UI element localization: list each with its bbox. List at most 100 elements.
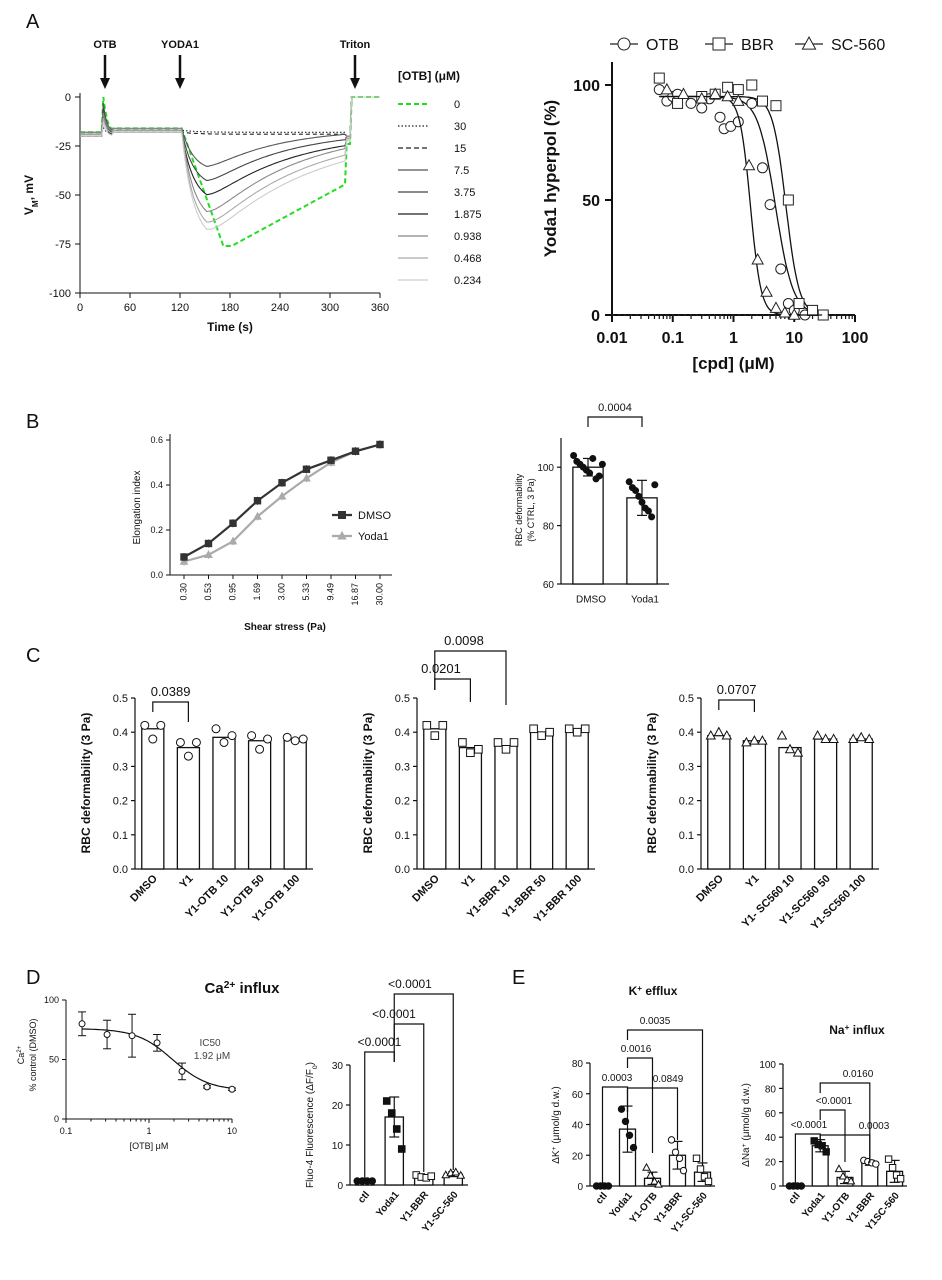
data-point (629, 1143, 638, 1152)
y-tick-label: 0.2 (150, 525, 163, 535)
data-point (692, 1154, 701, 1163)
data-point (219, 737, 229, 747)
y-tick-label: 0.5 (113, 693, 128, 705)
data-point (78, 1020, 86, 1028)
panel-label-e: E (512, 967, 525, 989)
y-axis-title: RBC deformability (3 Pa) (79, 713, 93, 854)
significance-bracket (434, 650, 507, 705)
y-tick-label: 0.0 (150, 570, 163, 580)
trace-line (80, 96, 380, 167)
data-point (545, 727, 554, 737)
legend-label: 30 (454, 121, 466, 133)
data-point (644, 507, 652, 515)
x-tick-label: Y1 (178, 873, 196, 891)
data-point (820, 733, 831, 743)
panel-label-d: D (26, 967, 40, 989)
data-point (255, 744, 265, 754)
y-tick-label: 0.2 (679, 796, 694, 808)
x-tick-label: 300 (321, 302, 339, 314)
x-tick-label: 1.69 (252, 583, 262, 601)
data-point (847, 733, 859, 743)
ic50-annotation-line2: 1.92 μM (194, 1051, 230, 1062)
data-point (846, 1176, 856, 1185)
x-tick-label: DMSO (410, 872, 442, 904)
y-tick-label: 40 (765, 1133, 777, 1144)
data-point (792, 747, 804, 757)
data-point (438, 721, 448, 730)
data-point (570, 452, 578, 460)
y-tick-label: 0 (577, 1182, 583, 1193)
x-tick-label: 100 (842, 330, 869, 347)
data-point (351, 447, 360, 455)
x-axis-title: [cpd] (μM) (692, 354, 774, 373)
annotation-arrow-head (175, 78, 185, 89)
significance-label: 0.0201 (421, 661, 461, 676)
y-tick-label: -100 (49, 288, 71, 300)
chart-a-dose-response: 0 50 100 0.01 0.1 1 10 100 [cpd] (μM) Yoda1 hyper… (541, 36, 885, 373)
data-point (537, 731, 546, 740)
significance-label: 0.0160 (843, 1069, 874, 1080)
legend-marker (337, 530, 347, 540)
data-point (598, 460, 606, 468)
significance-bracket (718, 699, 756, 712)
data-point (769, 301, 783, 313)
data-point (757, 735, 768, 745)
significance-bracket (152, 701, 189, 722)
bar (212, 736, 236, 870)
data-point (713, 726, 725, 737)
significance-bracket (393, 993, 454, 1170)
x-axis-title: Time (s) (207, 320, 253, 334)
data-point (685, 97, 697, 109)
chart-title: Ca2+ influx (205, 980, 281, 998)
x-tick-label: Y1 (744, 873, 762, 891)
significance-bracket (626, 1029, 704, 1166)
significance-label: <0.0001 (388, 977, 432, 991)
data-point (392, 1125, 401, 1133)
data-point (191, 737, 201, 747)
data-point (675, 1154, 684, 1163)
data-point (376, 440, 384, 449)
data-point (253, 511, 262, 520)
chart-b-elongation: 0.0 0.2 0.4 0.6 0.30 0.53 0.95 1.69 3.00 5.33 9.49… (132, 434, 392, 633)
chart-e-na: 020406080100ctlYoda1Y1-OTBY1-BBRY1SC-560… (741, 1023, 907, 1233)
trace-line (80, 96, 380, 223)
y-tick-label: 0.3 (679, 761, 694, 773)
chart-title: Na+ influx (829, 1023, 885, 1038)
y-tick-label: 0.0 (395, 864, 410, 876)
panel-label-a: A (26, 11, 40, 33)
data-point (493, 738, 503, 747)
y-tick-label: 100 (759, 1060, 776, 1071)
trace-line (80, 96, 380, 182)
data-point (653, 72, 665, 84)
data-point (430, 731, 440, 740)
significance-label: <0.0001 (791, 1120, 828, 1131)
bar (778, 746, 802, 870)
y-tick-label: 0.4 (113, 727, 128, 739)
significance-bracket (819, 1082, 871, 1160)
y-axis-title-line1: Ca2+ (16, 1045, 27, 1064)
annotation-arrow-head (350, 78, 360, 89)
y-tick-label: 100 (44, 995, 59, 1005)
data-point (667, 1136, 676, 1144)
data-point (580, 724, 590, 734)
trace-line (80, 96, 380, 196)
legend-label: 0.234 (454, 275, 482, 287)
y-tick-label: 0.4 (679, 727, 694, 739)
data-point (793, 298, 805, 309)
x-tick-label: 0.30 (178, 583, 188, 601)
y-tick-label: 50 (49, 1055, 59, 1065)
significance-bracket (587, 416, 643, 427)
ic50-annotation-line1: IC50 (199, 1038, 221, 1049)
y-tick-label: 0.5 (679, 693, 694, 705)
data-point (509, 738, 519, 747)
trace-line (80, 96, 380, 247)
y-axis-title: VM, mV (22, 175, 40, 215)
x-tick-label: 120 (171, 302, 189, 314)
data-point (298, 734, 308, 744)
data-point (756, 95, 768, 107)
data-point (828, 733, 839, 743)
legend-label: 7.5 (454, 165, 469, 177)
panel-label-b: B (26, 411, 39, 433)
panel-labels: A B C D E (26, 11, 525, 989)
